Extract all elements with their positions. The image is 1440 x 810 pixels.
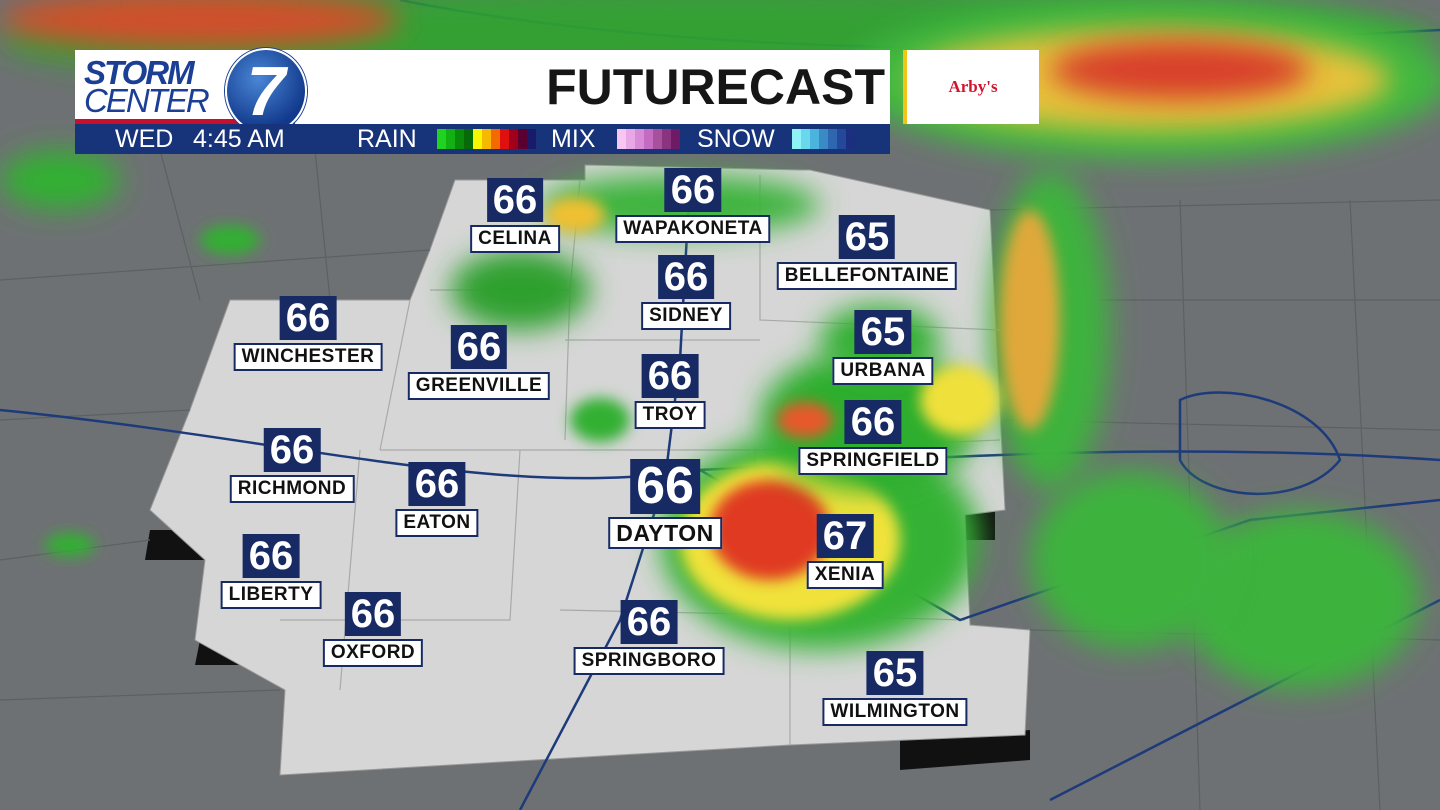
header-accent	[75, 119, 295, 124]
city-urbana: 65 URBANA	[832, 310, 934, 385]
legend-color-swatch	[437, 129, 446, 149]
legend-color-swatch	[644, 129, 653, 149]
city-richmond: 66 RICHMOND	[229, 428, 355, 503]
storm-center-7-logo: STORM CENTER 7	[80, 48, 310, 134]
legend-color-swatch	[464, 129, 473, 149]
legend-snow-scale	[792, 129, 855, 149]
city-troy: 66 TROY	[634, 354, 706, 429]
city-oxford: 66 OXFORD	[322, 592, 424, 667]
legend-color-swatch	[819, 129, 828, 149]
legend-rain-label: RAIN	[357, 125, 417, 153]
forecast-day: WED	[115, 125, 174, 153]
legend-color-swatch	[617, 129, 626, 149]
channel-7-icon: 7	[225, 48, 307, 134]
header-bar	[75, 50, 890, 124]
city-greenville: 66 GREENVILLE	[407, 325, 551, 400]
legend-color-swatch	[482, 129, 491, 149]
city-wapakoneta: 66 WAPAKONETA	[615, 168, 771, 243]
sponsor-logo: Arby's	[907, 50, 1039, 124]
legend-color-swatch	[671, 129, 680, 149]
city-celina: 66 CELINA	[470, 178, 560, 253]
legend-color-swatch	[828, 129, 837, 149]
legend-rain-scale	[437, 129, 536, 149]
forecast-time: 4:45 AM	[193, 125, 285, 153]
city-sidney: 66 SIDNEY	[641, 255, 731, 330]
legend-color-swatch	[662, 129, 671, 149]
page-title: FUTURECAST	[546, 59, 885, 115]
legend-color-swatch	[527, 129, 536, 149]
legend-color-swatch	[473, 129, 482, 149]
legend-color-swatch	[626, 129, 635, 149]
legend-mix-label: MIX	[551, 125, 596, 153]
divider	[903, 50, 907, 124]
legend-color-swatch	[653, 129, 662, 149]
legend-mix-scale	[617, 129, 680, 149]
legend-color-swatch	[635, 129, 644, 149]
legend-color-swatch	[801, 129, 810, 149]
city-dayton: 66 DAYTON	[608, 459, 722, 549]
legend-color-swatch	[500, 129, 509, 149]
city-liberty: 66 LIBERTY	[220, 534, 322, 609]
legend-color-swatch	[446, 129, 455, 149]
legend-color-swatch	[509, 129, 518, 149]
city-eaton: 66 EATON	[395, 462, 479, 537]
time-legend-bar: WED 4:45 AM RAIN MIX SNOW	[75, 124, 890, 154]
legend-color-swatch	[491, 129, 500, 149]
city-winchester: 66 WINCHESTER	[233, 296, 383, 371]
legend-color-swatch	[810, 129, 819, 149]
legend-color-swatch	[455, 129, 464, 149]
city-springboro: 66 SPRINGBORO	[573, 600, 725, 675]
city-wilmington: 65 WILMINGTON	[822, 651, 968, 726]
legend-snow-label: SNOW	[697, 125, 775, 153]
city-springfield: 66 SPRINGFIELD	[798, 400, 948, 475]
legend-color-swatch	[792, 129, 801, 149]
legend-color-swatch	[837, 129, 846, 149]
legend-color-swatch	[846, 129, 855, 149]
city-bellefontaine: 65 BELLEFONTAINE	[776, 215, 958, 290]
legend-color-swatch	[518, 129, 527, 149]
city-xenia: 67 XENIA	[806, 514, 884, 589]
